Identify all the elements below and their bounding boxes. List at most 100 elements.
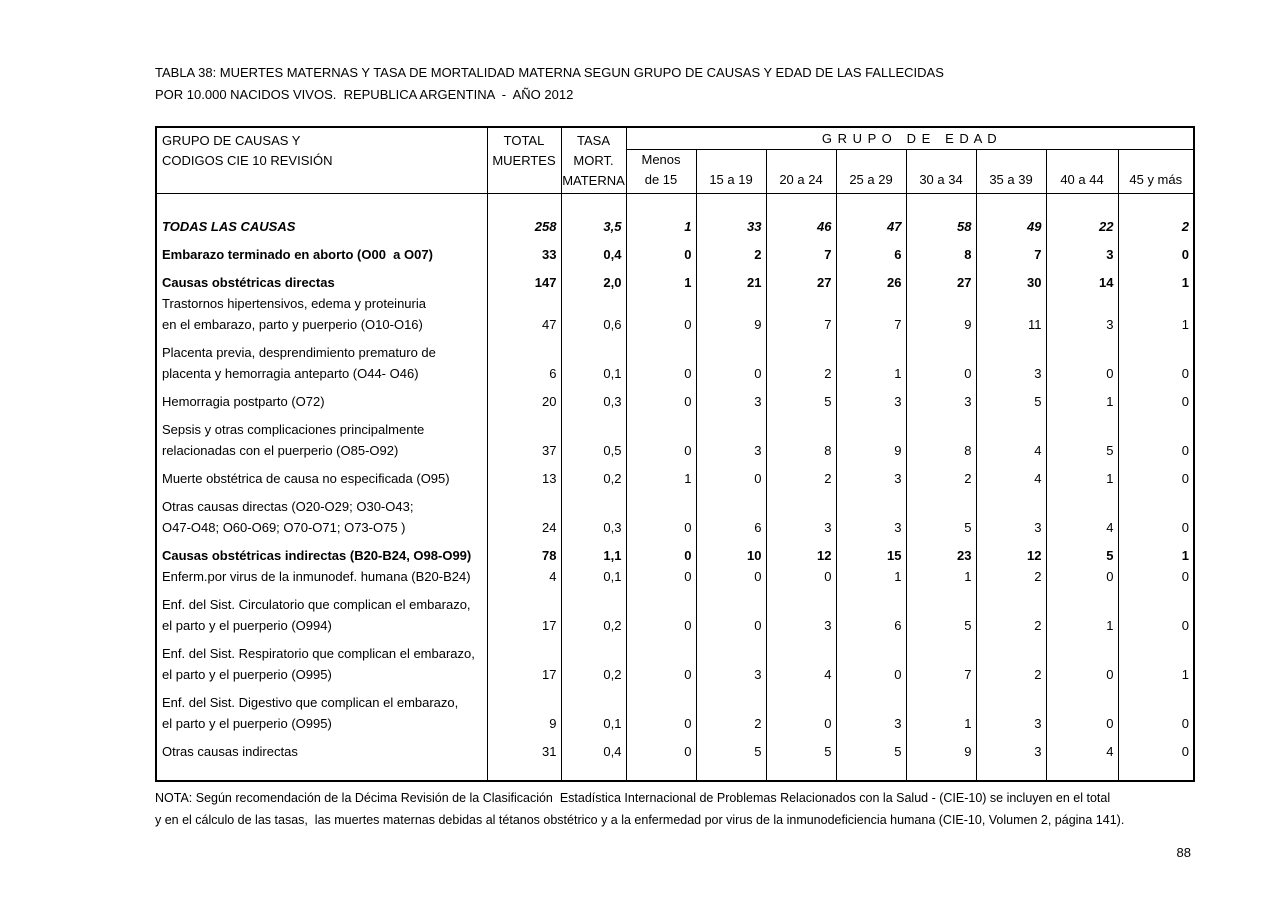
age-group-value-0: 0 — [625, 335, 697, 384]
age-group-value-7: 0 — [1117, 384, 1195, 412]
cause-label: Causas obstétricas directas — [155, 265, 488, 293]
table-row: Otras causas indirectas 31 0,4 0 5 5 5 9 3 4 0 — [155, 734, 1195, 781]
age-group-value-1: 6 — [695, 489, 767, 538]
age-group-value-3: 15 — [835, 538, 907, 566]
table-row: Causas obstétricas indirectas (B20-B24, … — [155, 538, 1195, 566]
age-group-value-2: 2 — [765, 335, 837, 384]
age-group-value-1: 10 — [695, 538, 767, 566]
age-group-value-0: 0 — [625, 587, 697, 636]
header-causes-line2: CODIGOS CIE 10 REVISIÓN — [162, 153, 333, 168]
age-group-value-7: 2 — [1117, 193, 1195, 237]
age-group-value-3: 1 — [835, 566, 907, 587]
total-deaths-value: 47 — [486, 293, 562, 335]
age-group-value-4: 5 — [905, 489, 977, 538]
age-group-value-6: 5 — [1045, 412, 1119, 461]
header-mortality-rate: TASA MORT. MATERNA — [560, 126, 627, 194]
age-group-value-5: 5 — [975, 384, 1047, 412]
table-row: Trastornos hipertensivos, edema y protei… — [155, 293, 1195, 335]
mortality-rate-value: 0,6 — [560, 293, 627, 335]
table-row: Enf. del Sist. Respiratorio que complica… — [155, 636, 1195, 685]
age-group-value-1: 9 — [695, 293, 767, 335]
page-content: TABLA 38: MUERTES MATERNAS Y TASA DE MOR… — [155, 62, 1195, 860]
age-group-value-2: 8 — [765, 412, 837, 461]
header-age-col-7: 45 y más — [1117, 149, 1195, 194]
age-group-value-2: 3 — [765, 489, 837, 538]
mortality-rate-value: 0,2 — [560, 636, 627, 685]
age-group-value-6: 22 — [1045, 193, 1119, 237]
table-row: Placenta previa, desprendimiento prematu… — [155, 335, 1195, 384]
age-group-value-7: 1 — [1117, 293, 1195, 335]
age-group-value-7: 0 — [1117, 587, 1195, 636]
age-group-value-5: 12 — [975, 538, 1047, 566]
total-deaths-value: 24 — [486, 489, 562, 538]
age-group-value-3: 3 — [835, 685, 907, 734]
age-group-value-4: 1 — [905, 566, 977, 587]
age-group-value-3: 5 — [835, 734, 907, 781]
age-group-value-5: 4 — [975, 412, 1047, 461]
age-group-value-4: 1 — [905, 685, 977, 734]
age-group-value-7: 0 — [1117, 412, 1195, 461]
age-group-value-2: 0 — [765, 566, 837, 587]
age-group-value-3: 3 — [835, 489, 907, 538]
table-row: Enferm.por virus de la inmunodef. humana… — [155, 566, 1195, 587]
total-deaths-value: 147 — [486, 265, 562, 293]
mortality-rate-value: 0,2 — [560, 587, 627, 636]
mortality-rate-value: 0,1 — [560, 335, 627, 384]
age-group-value-3: 9 — [835, 412, 907, 461]
age-group-value-4: 3 — [905, 384, 977, 412]
age-group-value-6: 0 — [1045, 335, 1119, 384]
age-group-value-0: 1 — [625, 193, 697, 237]
age-group-value-4: 8 — [905, 412, 977, 461]
header-total-deaths: TOTAL MUERTES — [486, 126, 562, 194]
age-group-value-4: 27 — [905, 265, 977, 293]
age-group-value-2: 27 — [765, 265, 837, 293]
age-group-value-6: 1 — [1045, 384, 1119, 412]
age-group-value-6: 1 — [1045, 587, 1119, 636]
age-group-value-5: 3 — [975, 685, 1047, 734]
age-group-value-4: 2 — [905, 461, 977, 489]
age-group-value-7: 0 — [1117, 489, 1195, 538]
mortality-rate-value: 2,0 — [560, 265, 627, 293]
cause-label: Hemorragia postparto (O72) — [155, 384, 488, 412]
table-row: TODAS LAS CAUSAS 258 3,5 1 33 46 47 58 49 22 2 — [155, 193, 1195, 237]
age-group-value-3: 3 — [835, 461, 907, 489]
cause-label: Otras causas indirectas — [155, 734, 488, 781]
age-group-value-0: 0 — [625, 685, 697, 734]
mortality-rate-value: 3,5 — [560, 193, 627, 237]
age-group-value-2: 7 — [765, 293, 837, 335]
mortality-rate-value: 0,3 — [560, 489, 627, 538]
age-group-value-3: 0 — [835, 636, 907, 685]
age-group-value-1: 0 — [695, 587, 767, 636]
age-group-value-1: 5 — [695, 734, 767, 781]
total-deaths-value: 9 — [486, 685, 562, 734]
age-group-value-3: 47 — [835, 193, 907, 237]
total-deaths-value: 78 — [486, 538, 562, 566]
cause-label: Embarazo terminado en aborto (O00 a O07) — [155, 237, 488, 265]
age-group-value-3: 6 — [835, 237, 907, 265]
table-header: GRUPO DE CAUSAS Y CODIGOS CIE 10 REVISIÓ… — [155, 126, 1195, 194]
age-group-value-1: 0 — [695, 461, 767, 489]
page-number: 88 — [1176, 845, 1191, 860]
age-group-value-2: 7 — [765, 237, 837, 265]
cause-label: Muerte obstétrica de causa no especifica… — [155, 461, 488, 489]
age-group-value-6: 5 — [1045, 538, 1119, 566]
total-deaths-value: 4 — [486, 566, 562, 587]
table-title-line2: POR 10.000 NACIDOS VIVOS. REPUBLICA ARGE… — [155, 87, 574, 102]
mortality-rate-value: 0,2 — [560, 461, 627, 489]
table-row: Enf. del Sist. Circulatorio que complica… — [155, 587, 1195, 636]
age-group-value-0: 0 — [625, 566, 697, 587]
age-group-value-0: 1 — [625, 265, 697, 293]
table-row: Sepsis y otras complicaciones principalm… — [155, 412, 1195, 461]
age-group-value-7: 0 — [1117, 335, 1195, 384]
age-group-value-4: 58 — [905, 193, 977, 237]
mortality-rate-value: 0,4 — [560, 734, 627, 781]
cause-label: Enf. del Sist. Digestivo que complican e… — [155, 685, 488, 734]
age-group-value-7: 0 — [1117, 461, 1195, 489]
age-group-value-3: 7 — [835, 293, 907, 335]
age-group-value-7: 1 — [1117, 636, 1195, 685]
mortality-rate-value: 0,4 — [560, 237, 627, 265]
header-age-col-4: 30 a 34 — [905, 149, 977, 194]
age-group-value-2: 3 — [765, 587, 837, 636]
age-group-value-6: 3 — [1045, 237, 1119, 265]
total-deaths-value: 33 — [486, 237, 562, 265]
